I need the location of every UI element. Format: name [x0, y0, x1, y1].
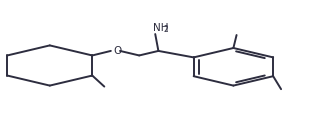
Text: 2: 2 [163, 25, 168, 34]
Text: NH: NH [153, 23, 169, 33]
Text: O: O [114, 46, 122, 56]
